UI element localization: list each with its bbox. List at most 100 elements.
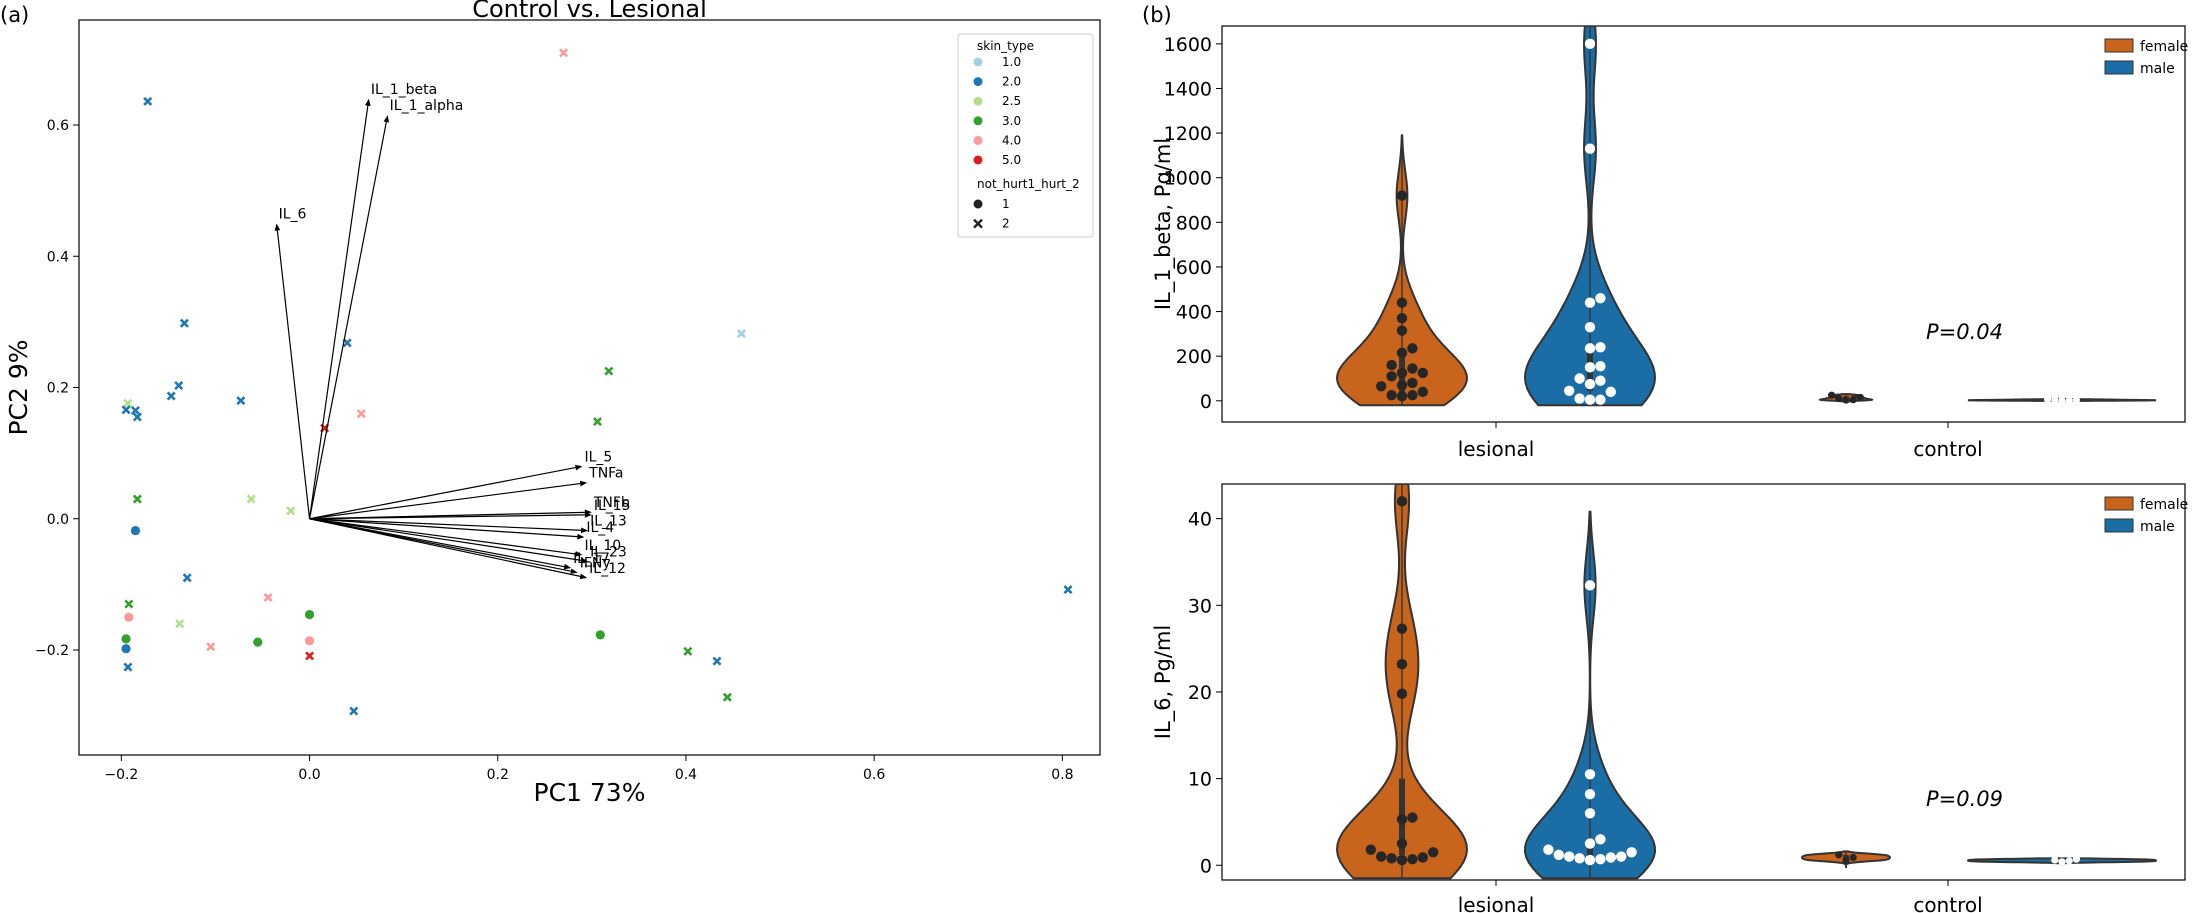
swarm-point — [1616, 851, 1627, 862]
x-tick-label: 0.4 — [675, 767, 697, 783]
y-tick-label: 40 — [1188, 509, 1212, 531]
point-hurt — [559, 48, 569, 58]
swarm-point — [1584, 580, 1596, 591]
y-tick-label: 0.6 — [47, 118, 69, 134]
legend-hue-item: 1.0 — [1002, 55, 1021, 69]
y-axis-label: IL_1_beta, Pg/ml — [1151, 138, 1176, 310]
y-tick-label: 0.0 — [47, 512, 69, 528]
swarm-point — [1396, 814, 1408, 825]
arrow-head — [577, 533, 585, 540]
swarm-point — [1396, 190, 1408, 201]
swarm-point — [1584, 38, 1596, 50]
pca-biplot: Control vs. Lesional PC1 73% PC2 9% −0.2 0.0… — [4, 0, 1101, 807]
loading-label: IFNy — [580, 556, 611, 572]
swarm-point — [1595, 375, 1606, 386]
swarm-point — [1842, 396, 1850, 404]
arrow-head — [383, 115, 390, 123]
y-axis-label: PC2 9% — [4, 339, 33, 435]
swarm-point — [1849, 853, 1857, 862]
swarm-point — [2072, 396, 2080, 404]
swarm-point — [1407, 390, 1418, 401]
swarm-point — [1584, 343, 1596, 354]
swarm-point — [1553, 849, 1565, 861]
legend-item: male — [2140, 519, 2175, 535]
y-tick-label: 20 — [1188, 682, 1212, 704]
legend-frame — [957, 33, 1094, 238]
swarm-point — [1584, 378, 1596, 390]
swarm-point — [1396, 347, 1408, 359]
swarm-point — [1835, 851, 1843, 859]
loading-label: IL_1_beta — [371, 82, 437, 98]
swarm-point — [1417, 367, 1429, 379]
p-value-annotation: P=0.04 — [1926, 320, 2003, 344]
arrow-head — [274, 223, 281, 231]
point-hurt — [121, 405, 131, 415]
arrow-head — [575, 551, 583, 557]
y-tick-label: 1400 — [1164, 78, 1212, 100]
y-tick-label: −0.2 — [35, 643, 69, 659]
swarm-point — [1584, 854, 1596, 866]
swarm-point — [1584, 321, 1596, 333]
point-not-hurt — [121, 644, 131, 654]
legend-style-item: 2 — [1002, 217, 1010, 231]
legend-swatch — [2104, 38, 2134, 53]
loading-label: IL_1_alpha — [390, 98, 464, 114]
swarm-point — [1396, 391, 1408, 402]
swarm-point — [1396, 379, 1408, 391]
point-not-hurt — [253, 637, 263, 647]
y-tick-label: 0 — [1200, 855, 1212, 877]
swarm-point — [1595, 361, 1606, 372]
swarm-point — [2072, 855, 2080, 863]
point-not-hurt — [304, 609, 315, 620]
x-tick-label: control — [1913, 893, 1982, 913]
loading-arrow — [309, 518, 582, 561]
point-not-hurt — [595, 630, 605, 640]
point-hurt — [722, 692, 732, 702]
point-hurt — [1063, 585, 1073, 595]
x-tick-label: 0.2 — [487, 767, 509, 783]
point-hurt — [132, 494, 142, 504]
point-hurt — [712, 656, 722, 666]
swarm-point — [1396, 838, 1408, 849]
loading-label: TNFb — [593, 495, 630, 511]
point-hurt — [206, 642, 216, 652]
loading-arrow — [309, 466, 576, 520]
loading-arrow — [309, 518, 582, 531]
swarm-point — [2051, 856, 2059, 864]
swarm-point — [1376, 381, 1387, 392]
arrow-head — [579, 480, 588, 487]
loading-arrow — [309, 518, 576, 555]
swarm-point — [1856, 393, 1864, 402]
y-tick-label: 0.2 — [47, 381, 69, 397]
swarm-point — [1584, 808, 1596, 819]
y-tick-label: 1000 — [1164, 168, 1212, 190]
legend-swatch — [2104, 60, 2134, 75]
swarm-point — [1595, 342, 1606, 353]
swarm-point — [1605, 852, 1617, 863]
point-hurt — [286, 506, 296, 516]
legend-item: female — [2140, 39, 2188, 55]
point-not-hurt — [121, 634, 131, 644]
loading-label: IL_23 — [590, 544, 627, 560]
swarm-point — [1396, 297, 1408, 308]
point-hurt — [166, 391, 176, 401]
x-tick-label: −0.2 — [104, 767, 138, 783]
y-tick-label: 10 — [1188, 769, 1212, 791]
point-hurt — [349, 706, 359, 716]
arrow-head — [584, 512, 592, 518]
y-tick-label: 1600 — [1164, 34, 1212, 56]
loading-arrow — [309, 514, 585, 520]
violin-il6: 0 10 20 30 40 lesional control IL_6, Pg/ml P=0.0… — [1151, 483, 2188, 913]
loading-label: IL_12 — [589, 561, 626, 577]
point-hurt — [143, 96, 153, 106]
loading-label: IL_10 — [584, 538, 621, 554]
loading-label: TNFa — [588, 466, 623, 482]
legend-hue-item: 2.5 — [1002, 94, 1021, 108]
swarm-point — [1396, 367, 1408, 379]
swarm-point — [1574, 853, 1585, 864]
swarm-point — [2058, 396, 2066, 405]
swarm-point — [1386, 853, 1397, 864]
point-hurt — [123, 662, 133, 672]
swarm-point — [1396, 623, 1408, 634]
swarm-point — [1417, 852, 1429, 863]
